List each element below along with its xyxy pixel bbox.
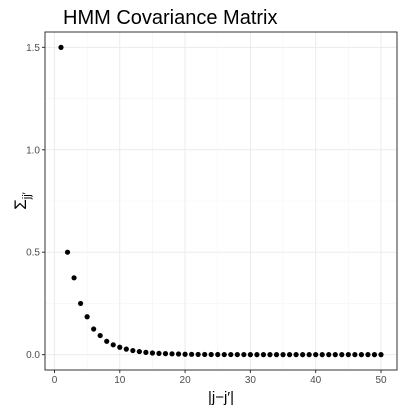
data-point [215,351,221,358]
data-point [91,326,97,332]
data-point [58,44,64,50]
data-point [365,352,371,358]
data-point [64,249,71,255]
data-point [313,352,319,358]
data-point [247,352,253,358]
data-point [175,351,182,357]
data-point [358,352,365,358]
data-point [162,351,169,357]
y-axis-subscript: jj′ [21,192,33,200]
data-point [182,351,188,357]
data-point [241,351,247,358]
data-point [306,352,312,358]
data-point [71,275,77,281]
axis-ticks: 0 10 20 30 40 50 0.0 0.5 1.0 1.5 [26,43,387,386]
data-point [110,342,116,348]
data-point [202,351,208,358]
data-point [234,351,240,358]
data-point [319,352,325,358]
y-axis-title: Σjj′ [11,192,33,209]
data-point [195,351,201,358]
x-tick-label: 40 [310,375,322,386]
data-point [97,332,103,339]
y-tick-label: 1.5 [26,43,40,54]
data-point [378,352,384,358]
x-tick-label: 10 [114,375,126,386]
x-tick-label: 50 [375,375,387,386]
data-point [339,352,345,358]
y-tick-label: 1.0 [26,145,40,156]
data-point [221,351,227,358]
data-point [254,352,260,358]
chart-title: HMM Covariance Matrix [63,7,277,29]
data-point [189,351,195,357]
data-point [300,352,306,358]
data-point [260,352,267,358]
data-point [267,352,273,358]
x-tick-label: 20 [180,375,192,386]
data-point [136,348,142,355]
data-point [84,314,90,320]
panel-border [44,31,398,371]
data-point [143,349,149,355]
data-point [371,352,378,358]
x-tick-label: 30 [245,375,257,386]
y-tick-label: 0.5 [26,248,40,259]
data-point [117,344,123,350]
data-point [208,351,214,358]
data-point [156,350,162,357]
data-point [326,352,332,358]
data-point [293,352,299,358]
x-tick-label: 0 [52,375,58,386]
y-tick-label: 0.0 [26,350,40,361]
data-point [345,352,351,358]
data-point [104,338,110,344]
data-point [130,347,136,354]
data-point [228,351,234,358]
grid [45,32,397,370]
data-point [77,300,84,307]
y-axis-symbol: Σ [11,199,30,210]
data-point [286,352,293,358]
x-axis-title: |j−j′| [208,389,234,406]
data-point [332,352,338,358]
data-point [169,351,175,357]
data-point [352,352,358,358]
data-point [273,352,280,358]
data-point [149,350,156,356]
data-point [280,352,286,358]
data-point [123,346,129,352]
data-points [58,44,384,358]
